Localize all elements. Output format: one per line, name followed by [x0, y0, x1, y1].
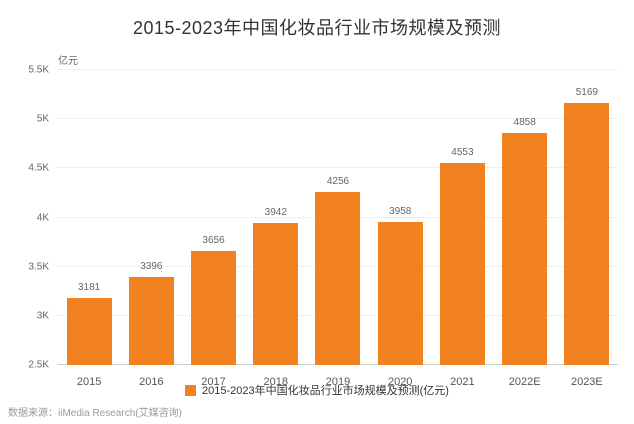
bar-group: 3942 2018: [245, 70, 307, 388]
bar-value-label: 3942: [264, 207, 287, 219]
bar[interactable]: [191, 251, 237, 365]
bar[interactable]: [564, 102, 610, 365]
x-axis-tick-label: 2019: [325, 376, 351, 388]
y-axis-tick-label: 3K: [36, 310, 49, 322]
x-axis-tick-label: 2022E: [508, 376, 541, 388]
y-axis-tick-label: 4K: [36, 212, 49, 223]
bar-value-label: 5169: [575, 86, 598, 98]
y-axis-tick-labels: 2.5K 3K 3.5K 4K 4.5K 5K 5.5K: [28, 65, 618, 371]
bar-group: 3656 2017: [182, 70, 244, 388]
legend-color-swatch: [185, 384, 197, 396]
x-axis-tick-label: 2018: [263, 376, 288, 388]
y-axis-tick-label: 5.5K: [28, 64, 49, 76]
gridline: [58, 118, 618, 120]
bar-value-label: 4256: [326, 176, 350, 188]
data-source-note: 数据来源：iiMedia Research(艾媒咨询): [8, 408, 182, 419]
bar[interactable]: [502, 133, 548, 365]
bar-value-label: 3396: [140, 260, 163, 272]
bar-value-label: 3656: [202, 235, 225, 247]
x-axis-tick-label: 2015: [76, 376, 102, 388]
bar[interactable]: [377, 221, 423, 365]
bar[interactable]: [315, 192, 361, 365]
y-axis-unit-label: 亿元: [58, 56, 78, 67]
x-axis-tick-label: 2021: [450, 376, 475, 388]
bar-group: 4553 2021: [431, 70, 493, 388]
chart-title: 2015-2023年中国化妆品行业市场规模及预测: [132, 18, 502, 38]
gridline: [58, 167, 618, 169]
legend-label: 2015-2023年中国化妆品行业市场规模及预测(亿元): [202, 385, 449, 397]
bars-container: 3181 2015 3396 2016 3656 2017 3942 2018 4256 2019…: [58, 70, 618, 388]
y-axis-tick-label: 5K: [36, 113, 49, 125]
legend[interactable]: 2015-2023年中国化妆品行业市场规模及预测(亿元): [0, 382, 634, 398]
bar-value-label: 3958: [389, 205, 412, 217]
bar[interactable]: [439, 163, 485, 365]
bar-group: 3958 2020: [369, 70, 431, 388]
bar[interactable]: [128, 276, 174, 365]
bar-group: 4256 2019: [307, 70, 369, 388]
bar[interactable]: [66, 298, 112, 365]
bar[interactable]: [253, 223, 299, 365]
gridline: [58, 69, 618, 70]
bar-group: 3396 2016: [120, 70, 182, 388]
bar-group: 3181 2015: [58, 70, 120, 388]
plot-area: 2.5K 3K 3.5K 4K 4.5K 5K 5.5K 3181 2015 3396 2016 3…: [28, 65, 618, 388]
bar-group: 4858 2022E: [494, 70, 556, 388]
bar-value-label: 4858: [513, 117, 536, 129]
x-axis-tick-label: 2023E: [570, 376, 603, 388]
bar-group: 5169 2023E: [556, 70, 618, 388]
bar-value-label: 4553: [451, 147, 474, 159]
x-axis-tick-label: 2016: [139, 376, 164, 388]
bar-value-label: 3181: [77, 282, 101, 294]
x-axis-tick-label: 2020: [387, 376, 413, 388]
y-axis-tick-label: 3.5K: [28, 261, 49, 273]
y-axis-tick-label: 4.5K: [28, 162, 49, 174]
x-axis-tick-label: 2017: [201, 376, 226, 388]
y-axis-tick-label: 2.5K: [28, 359, 49, 371]
